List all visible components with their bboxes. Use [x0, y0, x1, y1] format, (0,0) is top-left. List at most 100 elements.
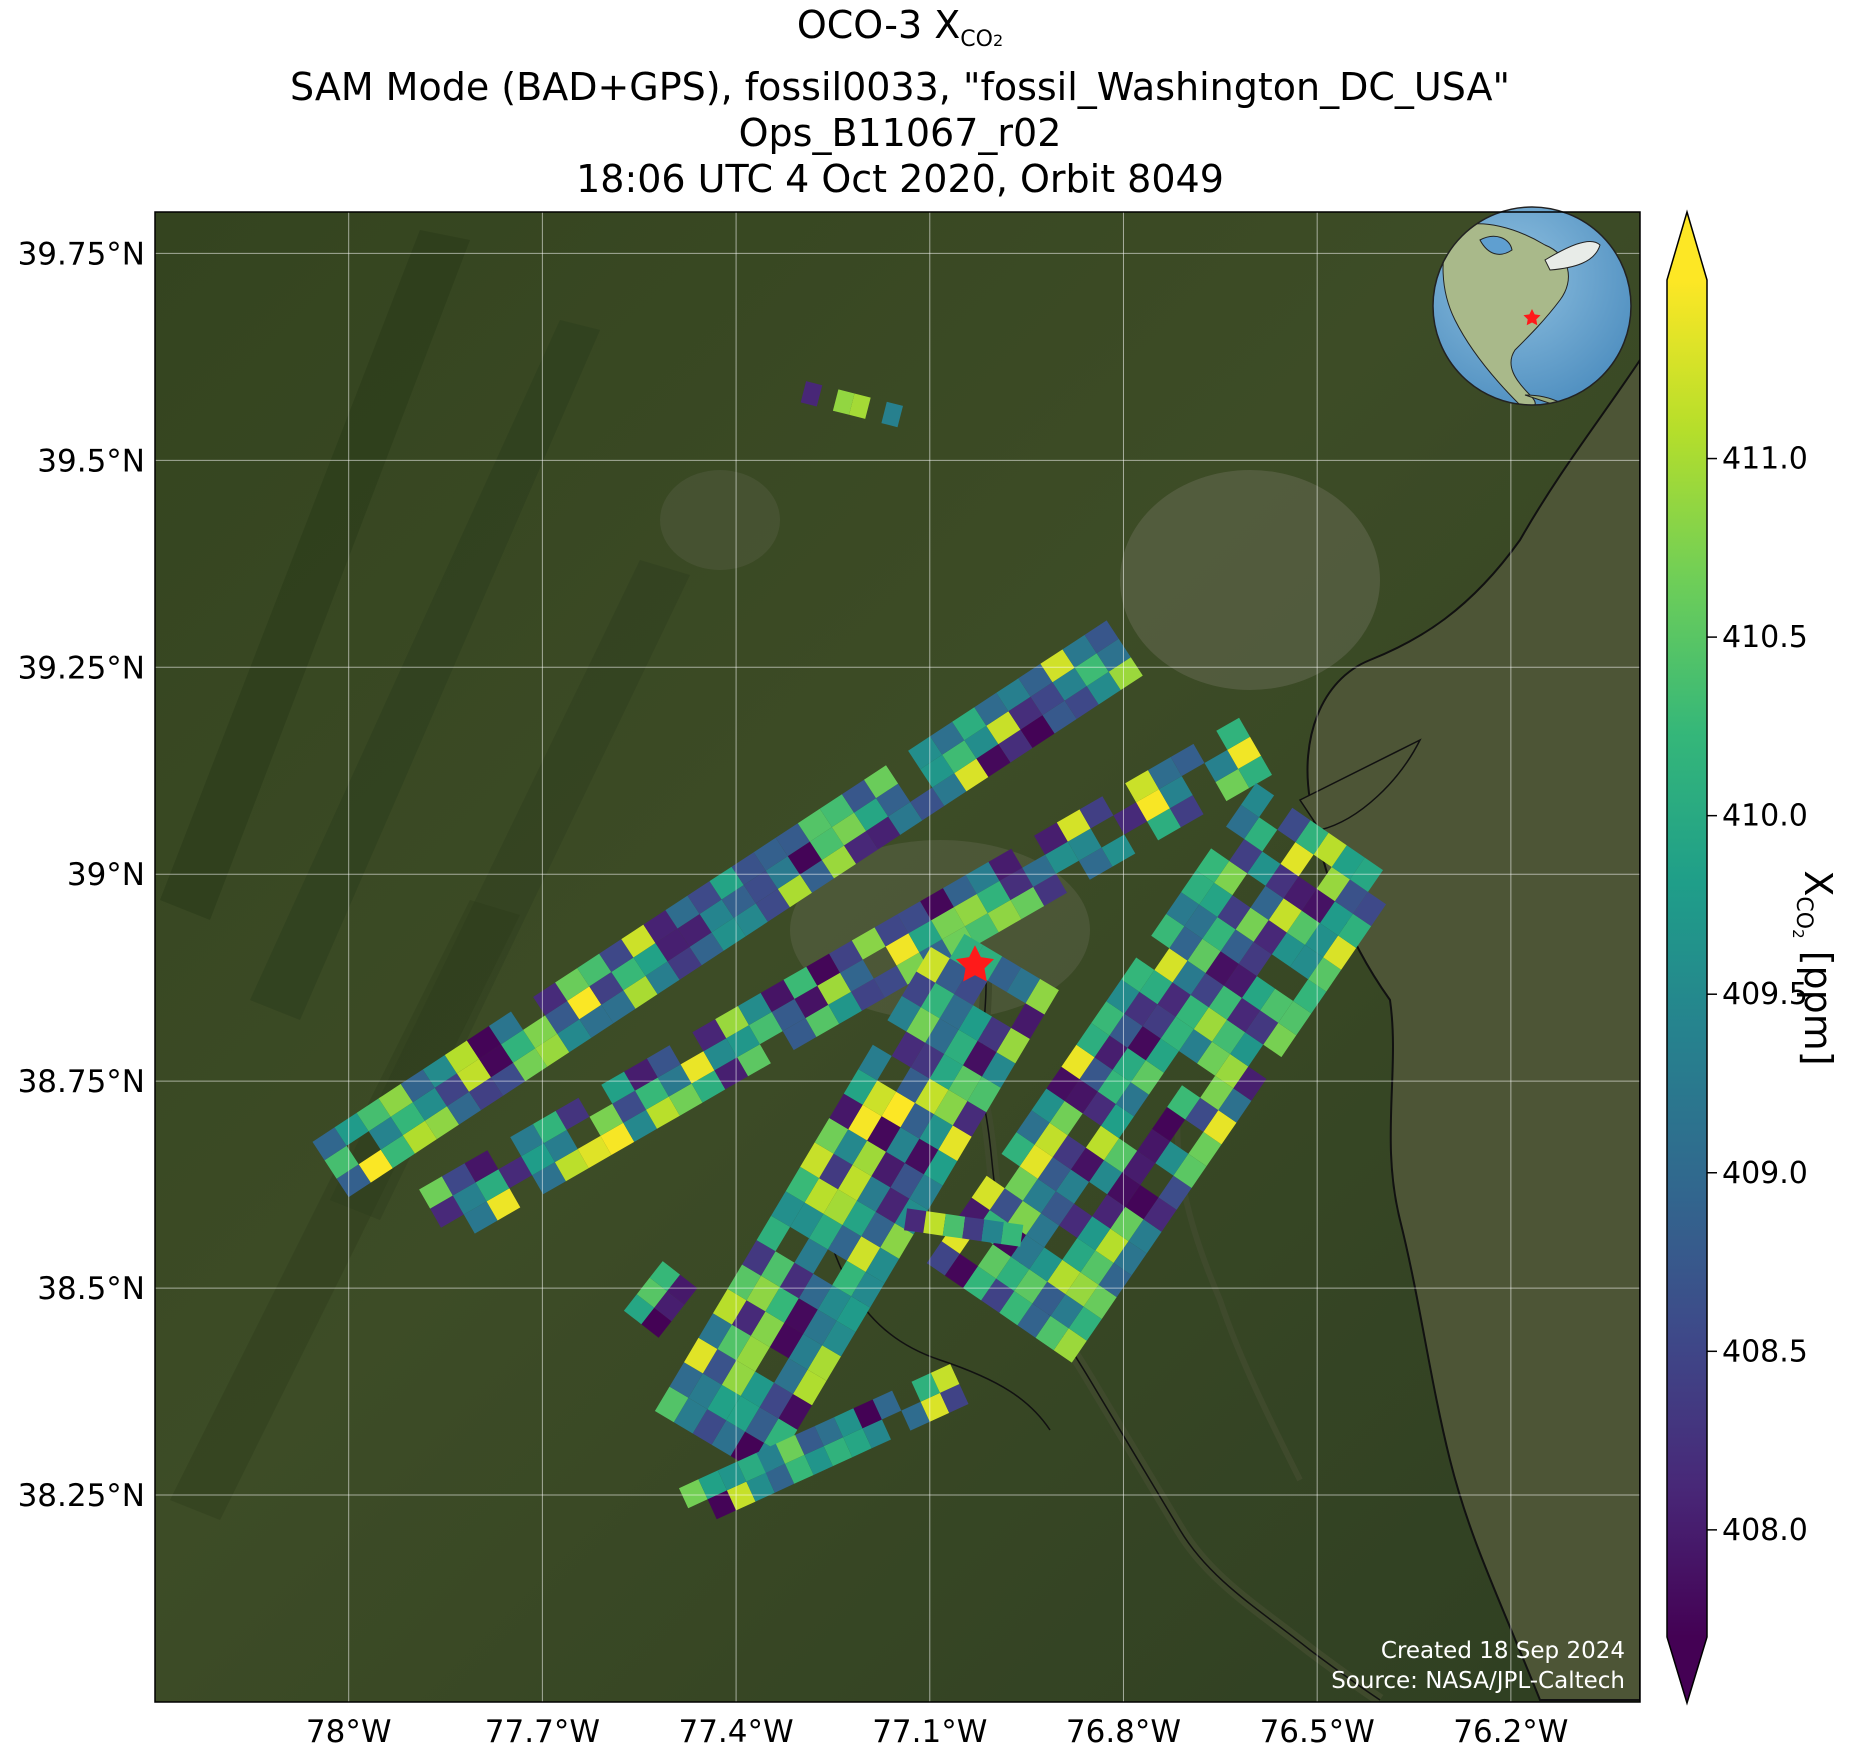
xco2-sounding-cell	[1011, 1234, 1045, 1270]
xco2-sounding-cell	[707, 1490, 737, 1520]
xco2-sounding-cell	[1137, 1128, 1171, 1164]
xco2-sounding-cell	[1238, 941, 1272, 977]
xco2-sounding-cell	[657, 1064, 692, 1097]
xco2-sounding-cell	[646, 1096, 680, 1129]
xco2-sounding-cell	[974, 692, 1009, 726]
xco2-sounding-cell	[464, 1150, 499, 1183]
xco2-sounding-cell	[1323, 935, 1357, 970]
xco2-sounding-cell	[649, 1261, 680, 1292]
xco2-sounding-cell	[488, 1011, 524, 1045]
xco2-sounding-cell	[1283, 876, 1317, 911]
xco2-sounding-cell	[809, 827, 844, 860]
xco2-sounding-cell	[324, 1145, 359, 1179]
xco2-sounding-cell	[1025, 978, 1059, 1015]
xco2-sounding-cell	[822, 1320, 856, 1357]
xco2-sounding-cell	[691, 1070, 726, 1103]
xco2-sounding-cell	[881, 1091, 915, 1128]
xco2-sounding-cell	[1244, 817, 1278, 852]
xco2-sounding-cell	[853, 1399, 882, 1429]
xco2-sounding-cell	[726, 1481, 756, 1511]
xco2-sounding-cell	[967, 1076, 1001, 1113]
xco2-sounding-cell	[336, 1164, 371, 1198]
xco2-sounding-cell	[611, 957, 646, 991]
xco2-sounding-cell	[910, 787, 945, 821]
xco2-sounding-cell	[679, 1479, 708, 1509]
xco2-sounding-cell	[402, 1120, 437, 1154]
xco2-sounding-cell	[1203, 1110, 1237, 1145]
xco2-sounding-cell	[513, 1048, 548, 1082]
xco2-sounding-cell	[356, 1098, 391, 1132]
xco2-sounding-cell	[940, 1384, 969, 1413]
xco2-sounding-cell	[935, 958, 969, 994]
xco2-sounding-cell	[1152, 1107, 1186, 1142]
xco2-sounding-cell	[948, 1065, 982, 1101]
xco2-sounding-cell	[1190, 973, 1224, 1008]
xco2-sounding-cell	[1045, 841, 1079, 874]
xco2-sounding-cell	[623, 975, 658, 1009]
xco2-sounding-cell	[1078, 847, 1113, 880]
xco2-sounding-cell	[707, 1384, 741, 1421]
xco2-sounding-cell	[654, 1291, 685, 1322]
xco2-sounding-cell	[1068, 1306, 1102, 1341]
xco2-sounding-cell	[688, 1373, 722, 1410]
latitude-tick-label: 39°N	[67, 857, 145, 893]
xco2-sounding-cell	[823, 1189, 857, 1225]
xco2-sounding-cell	[1074, 653, 1109, 687]
xco2-sounding-cell	[698, 1470, 727, 1500]
xco2-sounding-cell	[933, 1089, 968, 1126]
xco2-sounding-cell	[755, 888, 790, 922]
xco2-sounding-cell	[1188, 1131, 1222, 1167]
xco2-sounding-cell	[886, 1127, 920, 1163]
xco2-sounding-cell	[557, 1019, 592, 1053]
xco2-sounding-cell	[1235, 907, 1269, 942]
xco2-sounding-cell	[942, 1213, 966, 1239]
xco2-sounding-cell	[829, 1093, 863, 1130]
xco2-sounding-cell	[742, 1240, 776, 1276]
xco2-sounding-cell	[821, 845, 857, 879]
xco2-sounding-cell	[422, 1055, 457, 1088]
xco2-sounding-cell	[1319, 901, 1353, 936]
xco2-sounding-cell	[888, 802, 923, 835]
xco2-sounding-cell	[1166, 892, 1200, 927]
xco2-sounding-cell	[817, 972, 851, 1005]
xco2-sounding-cell	[775, 823, 810, 857]
xco2-sounding-cell	[466, 1026, 501, 1059]
xco2-sounding-cell	[856, 1176, 891, 1212]
xco2-sounding-cell	[334, 1112, 369, 1146]
xco2-sounding-cell	[817, 1285, 852, 1321]
xco2-sounding-cell	[1229, 839, 1263, 874]
latitude-tick-label: 39.5°N	[37, 443, 145, 479]
xco2-sounding-cell	[510, 1124, 544, 1157]
xco2-sounding-cell	[1181, 870, 1215, 905]
xco2-sounding-cell	[554, 1149, 589, 1182]
xco2-sounding-cell	[999, 1291, 1033, 1326]
xco2-sounding-cell	[1020, 715, 1055, 748]
xco2-sounding-cell	[864, 765, 899, 799]
xco2-sounding-cell	[623, 1109, 657, 1142]
title-line-4: 18:06 UTC 4 Oct 2020, Orbit 8049	[576, 157, 1224, 201]
colorbar-tick-label: 409.5	[1722, 977, 1808, 1012]
xco2-sounding-cell	[881, 401, 903, 428]
xco2-sounding-cell	[1271, 932, 1305, 967]
xco2-sounding-cell	[909, 1174, 943, 1210]
xco2-sounding-cell	[726, 1395, 760, 1432]
xco2-sounding-cell	[1095, 1228, 1129, 1263]
xco2-sounding-cell	[1110, 1206, 1144, 1242]
xco2-sounding-cell	[798, 1273, 833, 1310]
xco2-sounding-cell	[692, 1019, 727, 1052]
xco2-sounding-cell	[1226, 997, 1261, 1033]
xco2-sounding-cell	[797, 808, 832, 842]
xco2-sounding-cell	[775, 1434, 805, 1464]
xco2-sounding-cell	[545, 1000, 580, 1034]
xco2-sounding-cell	[475, 1169, 510, 1202]
xco2-sounding-cell	[579, 1004, 614, 1038]
xco2-sounding-cell	[832, 389, 855, 415]
xco2-sounding-cell	[1089, 1160, 1123, 1195]
xco2-sounding-cell	[1061, 1044, 1095, 1080]
xco2-sounding-cell	[765, 1287, 799, 1323]
xco2-sounding-cell	[1085, 1125, 1119, 1161]
xco2-sounding-cell	[831, 812, 867, 846]
xco2-sounding-cell	[964, 913, 999, 946]
xco2-sounding-cell	[673, 1397, 708, 1434]
xco2-sounding-cell	[1245, 1010, 1279, 1045]
